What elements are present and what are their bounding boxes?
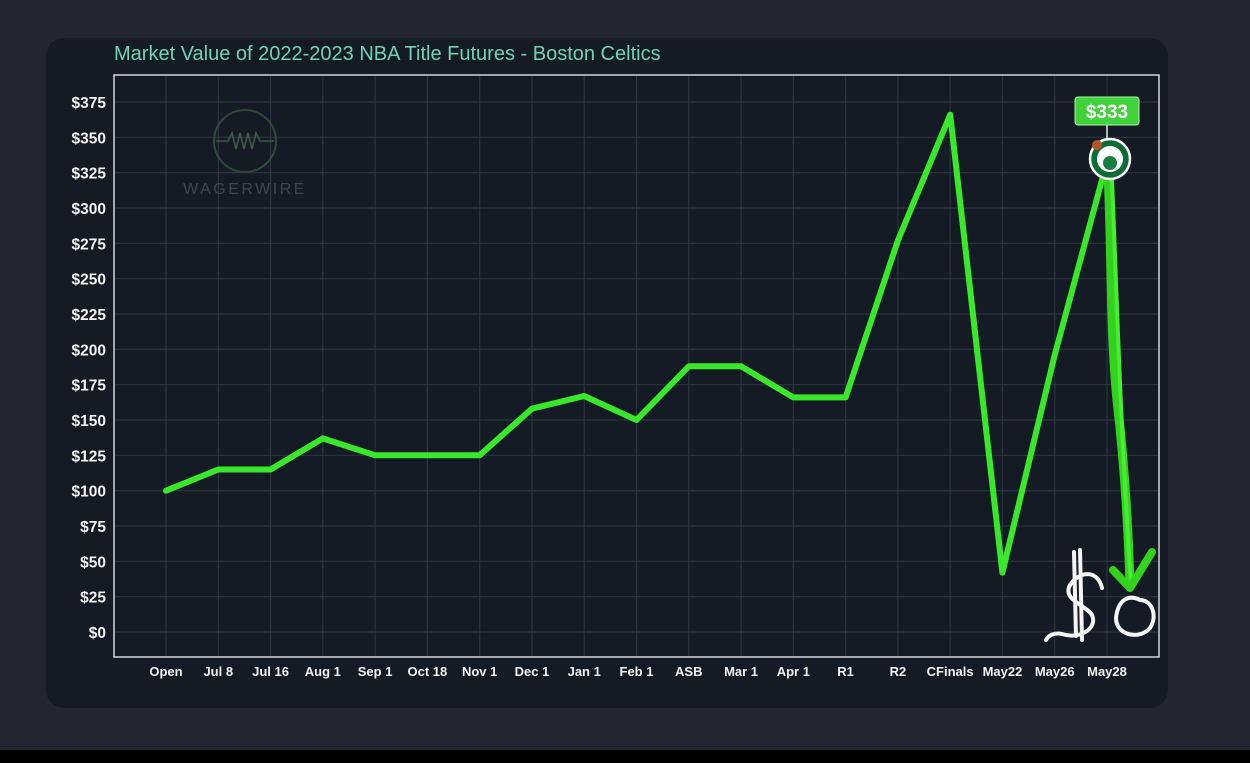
down-arrow-icon bbox=[1103, 167, 1156, 592]
current-value-tag: $333 bbox=[1074, 96, 1140, 126]
grid-lines bbox=[115, 76, 1158, 656]
y-tick-label: $325 bbox=[72, 166, 107, 183]
y-tick-label: $150 bbox=[72, 413, 106, 430]
y-tick-label: $350 bbox=[72, 130, 106, 147]
x-tick-label: ASB bbox=[675, 664, 702, 679]
x-tick-label: Apr 1 bbox=[777, 664, 810, 679]
y-tick-label: $100 bbox=[72, 484, 106, 501]
x-axis-labels: Open Jul 8 Jul 16 Aug 1 Sep 1 Oct 18 Nov 1 Dec … bbox=[149, 664, 1126, 679]
x-tick-label: Feb 1 bbox=[620, 664, 654, 679]
x-tick-label: Jul 16 bbox=[252, 664, 289, 679]
x-tick-label: Mar 1 bbox=[724, 664, 758, 679]
x-tick-label: May28 bbox=[1087, 664, 1127, 679]
svg-text:$333: $333 bbox=[1086, 102, 1128, 123]
y-tick-label: $75 bbox=[80, 519, 106, 536]
celtics-logo-icon bbox=[1088, 122, 1132, 181]
plot-area-border bbox=[113, 74, 1160, 658]
wagerwire-watermark: WAGERWIRE bbox=[183, 109, 307, 198]
x-tick-label: May22 bbox=[983, 664, 1023, 679]
x-tick-label: Dec 1 bbox=[515, 664, 550, 679]
y-tick-label: $125 bbox=[72, 448, 107, 465]
y-tick-label: $200 bbox=[72, 342, 106, 359]
y-tick-label: $375 bbox=[72, 95, 107, 112]
x-tick-label: Jul 8 bbox=[203, 664, 233, 679]
y-tick-label: $225 bbox=[72, 307, 107, 324]
y-tick-label: $275 bbox=[72, 236, 107, 253]
y-tick-label: $0 bbox=[89, 625, 106, 642]
x-tick-label: Nov 1 bbox=[462, 664, 497, 679]
x-tick-label: Oct 18 bbox=[408, 664, 448, 679]
pulse-icon bbox=[216, 130, 274, 150]
bottom-band bbox=[0, 750, 1250, 763]
y-axis-labels: $0 $25 $50 $75 $100 $125 $150 $175 $200 $225 $250 $… bbox=[72, 95, 107, 642]
x-tick-label: CFinals bbox=[927, 664, 974, 679]
y-tick-label: $175 bbox=[72, 378, 107, 395]
y-tick-label: $300 bbox=[72, 201, 106, 218]
x-tick-label: Sep 1 bbox=[358, 664, 393, 679]
series-line-boston-celtics bbox=[163, 111, 1110, 576]
x-tick-label: R1 bbox=[837, 664, 854, 679]
x-tick-label: Aug 1 bbox=[305, 664, 341, 679]
watermark-text: WAGERWIRE bbox=[183, 181, 307, 198]
chart-title: Market Value of 2022-2023 NBA Title Futu… bbox=[114, 43, 661, 65]
y-tick-label: $25 bbox=[80, 590, 106, 607]
x-tick-label: Open bbox=[149, 664, 182, 679]
y-tick-label: $50 bbox=[80, 554, 106, 571]
handwritten-zero-dollars bbox=[1044, 548, 1156, 642]
x-tick-label: May26 bbox=[1035, 664, 1075, 679]
x-tick-label: R2 bbox=[890, 664, 907, 679]
x-tick-label: Jan 1 bbox=[568, 664, 601, 679]
y-tick-label: $250 bbox=[72, 272, 106, 289]
